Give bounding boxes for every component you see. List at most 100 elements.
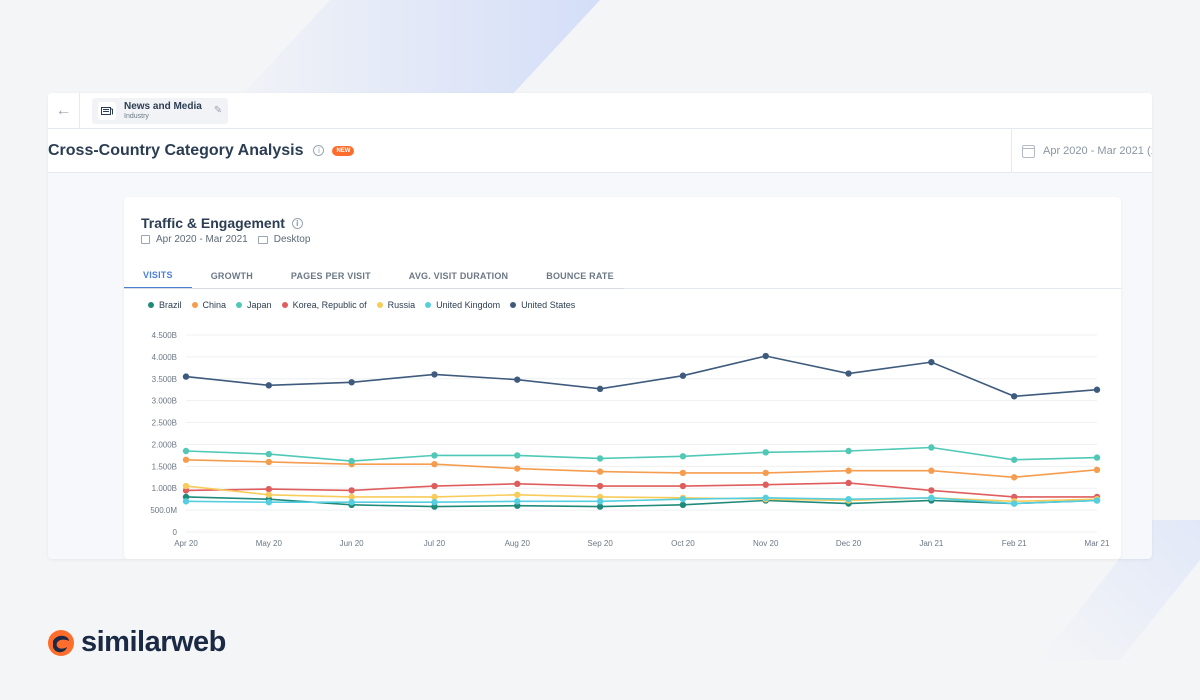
legend-item[interactable]: United Kingdom: [425, 300, 500, 310]
data-point[interactable]: [928, 494, 935, 502]
data-point[interactable]: [514, 452, 521, 459]
data-point[interactable]: [182, 498, 190, 505]
data-point[interactable]: [182, 456, 190, 463]
data-point[interactable]: [679, 495, 687, 503]
data-point[interactable]: [1093, 466, 1101, 474]
data-point[interactable]: [1093, 497, 1101, 504]
data-point[interactable]: [182, 487, 190, 494]
data-point[interactable]: [762, 449, 769, 456]
data-point[interactable]: [514, 376, 521, 383]
tab-pages-per-visit[interactable]: PAGES PER VISIT: [290, 271, 371, 281]
data-point[interactable]: [928, 467, 935, 474]
data-point[interactable]: [1010, 500, 1018, 507]
data-point[interactable]: [265, 499, 273, 506]
data-point[interactable]: [679, 453, 687, 460]
data-point[interactable]: [762, 494, 769, 502]
x-tick-label: Jun 20: [340, 539, 365, 548]
legend-item[interactable]: United States: [510, 300, 575, 310]
data-point[interactable]: [596, 493, 604, 501]
data-point[interactable]: [182, 373, 190, 380]
data-point[interactable]: [928, 444, 935, 451]
data-point[interactable]: [431, 452, 438, 459]
series-line: [185, 482, 1097, 498]
data-point[interactable]: [514, 502, 521, 509]
data-point[interactable]: [514, 491, 521, 498]
info-icon[interactable]: i: [313, 145, 325, 156]
data-point[interactable]: [596, 468, 604, 475]
data-point[interactable]: [431, 460, 438, 468]
data-point[interactable]: [928, 358, 935, 366]
x-tick-label: Feb 21: [1002, 539, 1027, 548]
calendar-icon: [141, 235, 150, 244]
card-subtitle: Apr 2020 - Mar 2021 Desktop: [141, 234, 310, 245]
x-tick-label: Oct 20: [671, 539, 695, 548]
visits-line-chart: 0 500.0M 1.000B 1.500B 2.000B 2.500B 3.000B 3.5…: [150, 331, 1110, 548]
series-line: [185, 355, 1098, 398]
data-point[interactable]: [348, 487, 355, 494]
data-point[interactable]: [679, 372, 687, 379]
data-point[interactable]: [348, 457, 355, 465]
data-point[interactable]: [928, 487, 935, 494]
data-point[interactable]: [679, 482, 687, 490]
data-point[interactable]: [1093, 454, 1101, 461]
data-point[interactable]: [182, 482, 190, 490]
tab-bounce-rate[interactable]: BOUNCE RATE: [546, 271, 614, 281]
data-point[interactable]: [596, 455, 604, 462]
card-device: Desktop: [273, 234, 311, 245]
data-point[interactable]: [265, 485, 273, 493]
tab-avg-visit-duration[interactable]: AVG. VISIT DURATION: [408, 271, 509, 281]
data-point[interactable]: [596, 385, 604, 393]
data-point[interactable]: [431, 503, 438, 510]
data-point[interactable]: [1093, 386, 1101, 393]
date-range-picker[interactable]: Apr 2020 - Mar 2021 (1: [1011, 129, 1152, 173]
data-point[interactable]: [1010, 474, 1018, 481]
data-point[interactable]: [679, 469, 687, 477]
data-point[interactable]: [265, 458, 273, 466]
y-tick-label: 500.0M: [150, 506, 177, 515]
data-point[interactable]: [1010, 493, 1018, 501]
data-point[interactable]: [845, 370, 852, 377]
data-point[interactable]: [596, 482, 604, 490]
data-point[interactable]: [845, 467, 852, 474]
data-point[interactable]: [431, 493, 438, 501]
data-point[interactable]: [1010, 393, 1018, 400]
back-button[interactable]: ←: [48, 93, 80, 129]
data-point[interactable]: [265, 450, 273, 458]
data-point[interactable]: [596, 503, 604, 510]
legend-item[interactable]: Korea, Republic of: [281, 300, 367, 310]
data-point[interactable]: [431, 499, 438, 506]
data-point[interactable]: [845, 447, 852, 455]
data-point[interactable]: [431, 482, 438, 490]
data-point[interactable]: [679, 501, 687, 509]
info-icon[interactable]: i: [291, 217, 303, 229]
data-point[interactable]: [514, 480, 521, 488]
chart-legend: Brazil China Japan Korea, Republic of Russia…: [148, 300, 575, 310]
data-point[interactable]: [596, 498, 604, 505]
legend-item[interactable]: Brazil: [148, 300, 182, 310]
data-point[interactable]: [845, 479, 852, 487]
data-point[interactable]: [845, 495, 852, 503]
data-point[interactable]: [1010, 456, 1018, 463]
legend-item[interactable]: Russia: [376, 300, 415, 310]
legend-dot-icon: [281, 302, 288, 308]
legend-item[interactable]: China: [191, 300, 226, 310]
data-point[interactable]: [762, 469, 769, 477]
x-tick-label: Sep 20: [587, 539, 613, 548]
data-point[interactable]: [348, 493, 355, 501]
data-point[interactable]: [348, 499, 355, 506]
tab-growth[interactable]: GROWTH: [210, 271, 253, 281]
legend-item[interactable]: Japan: [236, 300, 272, 310]
date-range-label: Apr 2020 - Mar 2021 (1: [1043, 145, 1152, 157]
pencil-icon[interactable]: ✎: [213, 105, 223, 116]
data-point[interactable]: [514, 498, 521, 505]
data-point[interactable]: [182, 447, 190, 455]
data-point[interactable]: [348, 379, 355, 386]
data-point[interactable]: [762, 481, 769, 488]
data-point[interactable]: [762, 352, 769, 360]
industry-selector[interactable]: News and Media Industry ✎: [92, 97, 229, 124]
data-point[interactable]: [514, 465, 521, 472]
data-point[interactable]: [265, 491, 273, 498]
data-point[interactable]: [182, 493, 190, 501]
data-point[interactable]: [265, 382, 273, 389]
data-point[interactable]: [431, 371, 438, 378]
